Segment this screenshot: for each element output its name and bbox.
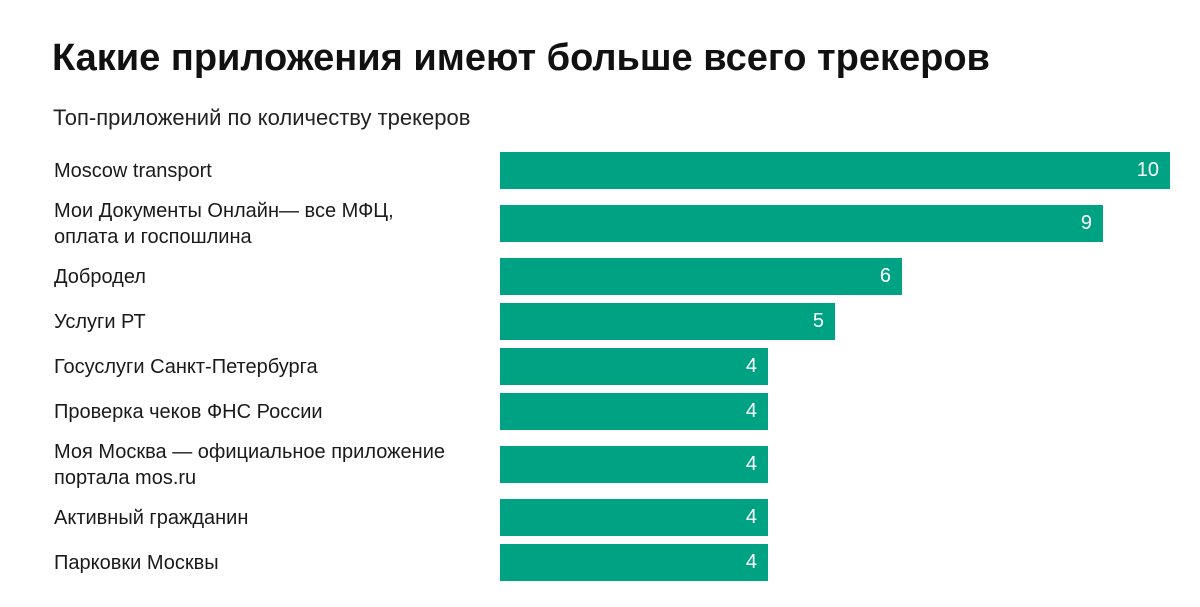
category-label: Добродел [54,265,146,288]
bar: 4 [500,499,768,536]
chart-row: Moscow transport 10 [0,152,1200,189]
chart-row: Проверка чеков ФНС России 4 [0,393,1200,430]
chart-subtitle: Топ-приложений по количеству трекеров [53,105,471,130]
bar: 4 [500,393,768,430]
data-label: 4 [745,551,757,573]
bar: 9 [500,205,1103,242]
chart-row: Парковки Москвы 4 [0,544,1200,581]
data-label: 4 [745,453,757,475]
data-label: 4 [745,355,757,377]
bar: 4 [500,348,768,385]
category-label: Моя Москва — официальное приложение порт… [54,440,445,489]
chart-row: Госуслуги Санкт-Петербурга 4 [0,348,1200,385]
bar: 4 [500,544,768,581]
bar: 10 [500,152,1170,189]
category-label: Moscow transport [54,159,212,182]
category-label: Активный гражданин [54,506,249,529]
category-label: Проверка чеков ФНС России [54,400,323,423]
category-label: Услуги РТ [54,310,146,333]
bar: 4 [500,446,768,483]
category-label: Парковки Москвы [54,551,219,574]
chart-row: Добродел 6 [0,258,1200,295]
bar: 6 [500,258,902,295]
data-label: 4 [745,506,757,528]
data-label: 6 [879,265,891,287]
chart-row: Услуги РТ 5 [0,303,1200,340]
category-label: Госуслуги Санкт-Петербурга [54,355,318,378]
bar: 5 [500,303,835,340]
chart-row: Мои Документы Онлайн— все МФЦ, оплата и … [0,200,1200,248]
category-label: Мои Документы Онлайн— все МФЦ, оплата и … [54,199,394,248]
chart-title: Какие приложения имеют больше всего трек… [52,37,990,79]
chart-row: Активный гражданин 4 [0,499,1200,536]
data-label: 5 [812,310,824,332]
data-label: 4 [745,400,757,422]
data-label: 10 [1136,159,1159,181]
chart-row: Моя Москва — официальное приложение порт… [0,441,1200,489]
data-label: 9 [1080,212,1092,234]
